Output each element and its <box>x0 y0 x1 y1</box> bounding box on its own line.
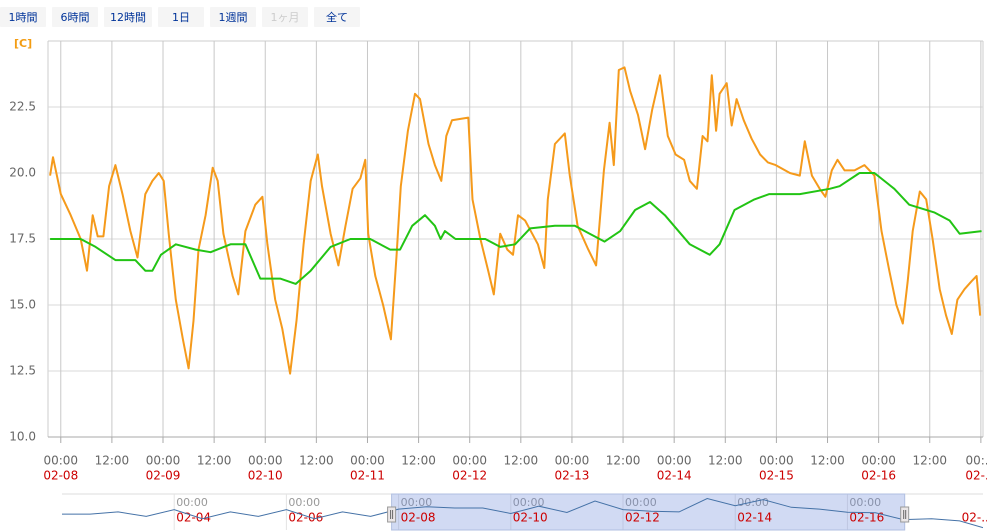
button-bg <box>104 7 152 27</box>
range-button[interactable]: 全て <box>314 7 360 27</box>
button-label: 1週間 <box>219 11 248 24</box>
x-tick-label: 12:00 <box>197 454 232 468</box>
range-button[interactable]: 1週間 <box>210 7 256 27</box>
nav-date-label: 02-12 <box>625 511 660 525</box>
button-label: 12時間 <box>110 11 146 24</box>
nav-time-label: 00:00 <box>176 496 208 509</box>
button-bg <box>52 7 98 27</box>
nav-time-label: 00:00 <box>401 496 433 509</box>
nav-date-label: 02-08 <box>401 511 436 525</box>
x-tick-label: 12:00 <box>401 454 436 468</box>
button-bg <box>262 7 308 27</box>
x-tick-label: 00:00 <box>146 454 181 468</box>
x-tick-label: 00:00 <box>555 454 590 468</box>
x-date-label: 02-08 <box>43 469 78 483</box>
nav-time-label: 00:00 <box>513 496 545 509</box>
series-line <box>50 172 982 285</box>
x-tick-label: 12:00 <box>606 454 641 468</box>
x-date-label: 02-10 <box>248 469 283 483</box>
navigator-handle[interactable] <box>900 506 910 523</box>
button-label: 1ヶ月 <box>271 11 300 24</box>
range-button[interactable]: 6時間 <box>52 7 98 27</box>
button-bg <box>314 7 360 27</box>
button-label: 全て <box>326 10 348 24</box>
nav-date-label: 02-06 <box>288 511 323 525</box>
x-tick-label: 00:00 <box>452 454 487 468</box>
x-tick-label: 12:00 <box>810 454 845 468</box>
navigator-area <box>62 497 983 529</box>
nav-date-label: 02-... <box>962 511 987 525</box>
x-date-label: 02-11 <box>350 469 385 483</box>
plot-area <box>49 66 982 375</box>
x-date-label: 02-15 <box>759 469 794 483</box>
handle-body <box>900 506 910 523</box>
x-tick-label: 00:... <box>965 454 987 468</box>
y-tick-label: 17.5 <box>9 232 36 246</box>
nav-time-label: 00:00 <box>288 496 320 509</box>
nav-time-label: 00:00 <box>737 496 769 509</box>
x-tick-label: 12:00 <box>912 454 947 468</box>
navigator-line <box>62 497 983 529</box>
button-label: 1時間 <box>9 11 38 24</box>
navigator-handle[interactable] <box>387 506 397 523</box>
x-tick-label: 00:00 <box>43 454 78 468</box>
button-bg <box>0 7 46 27</box>
button-bg <box>158 7 204 27</box>
nav-date-label: 02-04 <box>176 511 211 525</box>
x-tick-label: 00:00 <box>759 454 794 468</box>
x-tick-label: 12:00 <box>299 454 334 468</box>
y-tick-label: 10.0 <box>9 430 36 444</box>
range-button[interactable]: 1時間 <box>0 7 46 27</box>
handle-body <box>387 506 397 523</box>
navigator-selection[interactable] <box>391 493 906 531</box>
x-tick-label: 12:00 <box>708 454 743 468</box>
y-tick-label: 12.5 <box>9 364 36 378</box>
y-tick-label: 20.0 <box>9 166 36 180</box>
nav-date-label: 02-14 <box>737 511 772 525</box>
x-tick-label: 00:00 <box>657 454 692 468</box>
x-date-label: 02-16 <box>861 469 896 483</box>
nav-time-label: 00:00 <box>849 496 881 509</box>
range-button[interactable]: 1日 <box>158 7 204 27</box>
nav-time-label: 00:00 <box>625 496 657 509</box>
x-date-label: 02-13 <box>555 469 590 483</box>
y-tick-label: 22.5 <box>9 100 36 114</box>
x-date-label: 02-09 <box>146 469 181 483</box>
button-label: 1日 <box>172 11 190 24</box>
x-tick-label: 00:00 <box>248 454 283 468</box>
button-bg <box>210 7 256 27</box>
x-tick-label: 12:00 <box>95 454 130 468</box>
x-date-label: 02-14 <box>657 469 692 483</box>
x-tick-label: 00:00 <box>861 454 896 468</box>
nav-date-label: 02-10 <box>513 511 548 525</box>
y-axis-label: [C] <box>14 37 32 50</box>
range-button: 1ヶ月 <box>262 7 308 27</box>
x-tick-label: 12:00 <box>504 454 539 468</box>
y-tick-label: 15.0 <box>9 298 36 312</box>
nav-date-label: 02-16 <box>849 511 884 525</box>
series-line <box>49 66 982 375</box>
range-button[interactable]: 12時間 <box>104 7 152 27</box>
x-tick-label: 00:00 <box>350 454 385 468</box>
button-label: 6時間 <box>61 11 90 24</box>
x-date-label: 02-... <box>965 469 987 483</box>
x-date-label: 02-12 <box>452 469 487 483</box>
